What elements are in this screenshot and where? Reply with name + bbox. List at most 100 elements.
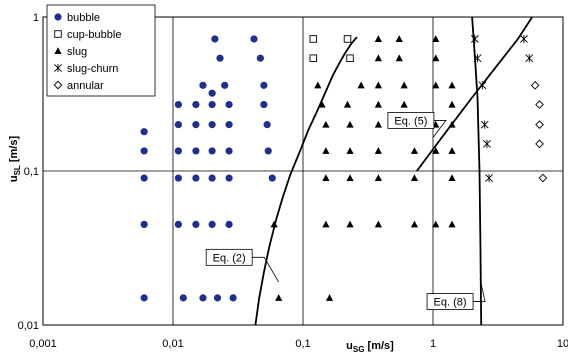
slug-point xyxy=(343,100,352,108)
bubble-point xyxy=(208,147,216,155)
bubble-point xyxy=(216,54,224,62)
slug-point xyxy=(410,174,419,182)
legend-label: annular xyxy=(67,80,104,92)
bubble-point xyxy=(221,81,229,89)
bubble-point xyxy=(174,121,182,129)
bubble-point xyxy=(260,100,268,109)
slug-point xyxy=(325,294,334,301)
curve-label-box xyxy=(387,112,435,129)
legend-marker xyxy=(54,47,62,54)
bubble-point xyxy=(211,35,219,43)
bubble-point xyxy=(229,294,237,302)
plot-area-frame xyxy=(42,16,564,326)
slug-point xyxy=(322,120,330,128)
slug-point xyxy=(432,147,440,154)
bubble-point xyxy=(174,100,182,109)
legend-marker xyxy=(53,80,63,90)
slug-point xyxy=(270,220,278,228)
slug-point xyxy=(357,81,365,89)
legend-marker xyxy=(54,63,62,73)
legend-label: cup-bubble xyxy=(67,29,121,41)
legend-marker xyxy=(54,13,62,21)
bubble-point xyxy=(140,294,148,302)
legend-item: slug xyxy=(54,46,87,58)
slug-point xyxy=(448,120,456,128)
y-axis-title: uSL [m/s] xyxy=(8,136,22,183)
bubble-point xyxy=(208,89,216,97)
series-slug-churn xyxy=(470,34,534,183)
x-tick-label: 10 xyxy=(557,338,568,350)
legend-marker xyxy=(54,30,62,38)
bubble-point xyxy=(199,81,207,89)
slug-point xyxy=(400,81,408,89)
y-tick-label: 0,1 xyxy=(24,166,39,178)
legend-label: slug xyxy=(67,46,87,58)
annular-point xyxy=(535,120,544,129)
bubble-point xyxy=(208,100,216,109)
x-axis-title: uSG [m/s] xyxy=(346,340,394,354)
series-cup-bubble xyxy=(309,35,354,62)
bubble-point xyxy=(225,121,233,129)
legend: bubble cup-bubble slug slug-churn annular xyxy=(46,4,156,97)
x-tick-label: 0,01 xyxy=(162,338,183,350)
bubble-point xyxy=(225,100,233,109)
bubble-point xyxy=(174,147,182,155)
legend-box xyxy=(46,4,156,97)
bubble-point xyxy=(140,220,148,229)
cup-bubble-point xyxy=(309,35,318,43)
slug-point xyxy=(374,100,382,108)
x-axis-title-main: u xyxy=(346,340,353,352)
cup-bubble-point xyxy=(343,35,352,43)
bubble-point xyxy=(192,220,200,229)
legend-label: bubble xyxy=(67,12,100,24)
slug-point xyxy=(400,100,408,108)
annular-point xyxy=(535,139,544,149)
y-tick-label: 0,01 xyxy=(18,320,39,332)
slug-churn-point xyxy=(525,54,534,63)
legend-item: cup-bubble xyxy=(54,29,121,41)
curve-label: Eq. (2) xyxy=(213,252,246,264)
slug-point xyxy=(346,120,354,128)
bubble-point xyxy=(174,174,182,182)
bubble-point xyxy=(256,54,264,62)
curve-label: Eq. (8) xyxy=(434,297,467,309)
bubble-point xyxy=(140,128,148,136)
bubble-point xyxy=(225,220,233,229)
slug-point xyxy=(410,147,419,154)
y-axis-title-main: u xyxy=(8,175,20,182)
bubble-point xyxy=(213,294,222,302)
bubble-point xyxy=(268,174,276,182)
bubble-point xyxy=(225,147,233,155)
x-axis-title-sub: SG xyxy=(353,345,365,354)
slug-churn-point xyxy=(473,54,482,63)
bubble-point xyxy=(192,174,200,182)
y-tick-labels: 0,01 0,1 1 xyxy=(18,12,39,332)
bubble-point xyxy=(140,174,148,182)
y-axis-title-unit: [m/s] xyxy=(8,136,20,166)
slug-point xyxy=(448,220,456,228)
slug-churn-point xyxy=(485,173,493,183)
legend-item: slug-churn xyxy=(54,63,118,75)
curve-layer xyxy=(254,16,533,326)
x-tick-label: 0,1 xyxy=(295,338,310,350)
x-axis-title-unit: [m/s] xyxy=(364,340,394,352)
bubble-point xyxy=(192,147,200,155)
slug-point xyxy=(275,294,283,301)
bubble-point xyxy=(260,81,268,89)
bubble-point xyxy=(264,147,272,155)
curve-label: Eq. (5) xyxy=(394,115,427,127)
x-tick-labels: 0,001 0,01 0,1 1 10 xyxy=(29,338,568,350)
slug-point xyxy=(410,220,419,228)
curve-label-leader xyxy=(252,256,280,283)
y-axis-title-sub: SL xyxy=(13,165,22,175)
slug-point xyxy=(432,35,440,42)
cup-bubble-point xyxy=(309,54,318,62)
y-tick-label: 1 xyxy=(33,12,39,24)
bubble-point xyxy=(192,100,200,109)
slug-point xyxy=(448,100,456,108)
curve-label-leader xyxy=(473,278,486,302)
slug-point xyxy=(346,220,354,228)
slug-point xyxy=(448,174,456,182)
slug-point xyxy=(448,147,456,154)
